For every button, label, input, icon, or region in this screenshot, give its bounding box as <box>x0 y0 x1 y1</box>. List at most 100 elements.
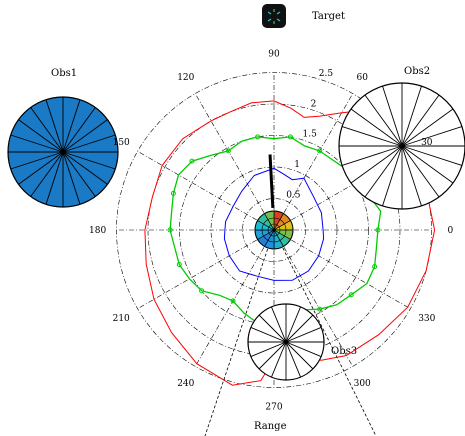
obstacle-obs1-spoke-14 <box>45 99 64 153</box>
series-1-point-10 <box>255 134 261 140</box>
radial-tick-2: 1.5 <box>303 130 318 140</box>
series-1-point-20 <box>176 261 182 267</box>
angle-tick-90: 90 <box>268 50 280 60</box>
grid-spoke-330 <box>273 229 411 310</box>
obstacles <box>7 82 465 381</box>
radial-tick-3: 2 <box>311 99 317 109</box>
obstacle-obs2-spoke-2 <box>401 145 454 184</box>
angle-tick-60: 60 <box>356 73 368 83</box>
angle-tick-30: 30 <box>421 138 433 148</box>
obstacle-obs1-spoke-12 <box>18 119 64 153</box>
series-1-point-30 <box>317 306 323 312</box>
obstacle-obs3-spoke-13 <box>285 306 301 343</box>
series-1-point-22 <box>199 288 205 294</box>
grid-spoke-240 <box>194 229 275 367</box>
angle-tick-0: 0 <box>448 226 454 236</box>
radial-tick-4: 2.5 <box>319 69 334 79</box>
obstacle-obs1-spoke-11 <box>10 134 64 153</box>
angle-tick-120: 120 <box>177 73 194 83</box>
grid-spoke-150 <box>137 150 275 231</box>
obstacle-obs2 <box>338 82 465 210</box>
obstacle-obs3-spoke-7 <box>250 341 287 357</box>
obstacle-obs3-spoke-1 <box>285 341 322 357</box>
obs2-label: Obs2 <box>404 66 430 77</box>
obstacle-obs1-spoke-9 <box>10 151 64 170</box>
obstacle-obs2-spoke-4 <box>401 145 422 207</box>
series-line-2 <box>223 167 325 281</box>
target-label: Target <box>312 11 345 22</box>
vehicle-ring-0 <box>267 223 281 237</box>
grid-spoke-120 <box>194 93 275 231</box>
obstacle-obs2-spoke-11 <box>341 126 403 147</box>
obstacle-obs1-spoke-6 <box>45 151 64 205</box>
series-1-point-18 <box>167 227 173 233</box>
obstacle-obs3 <box>247 303 325 381</box>
obstacle-obs2-spoke-17 <box>401 94 440 147</box>
obstacle-obs2-spoke-14 <box>382 85 403 147</box>
series-line-1 <box>169 136 382 324</box>
series-1-point-0 <box>375 227 381 233</box>
series-1-point-8 <box>287 134 293 140</box>
obstacle-obs1-spoke-2 <box>62 151 108 185</box>
obstacle-obs3-spoke-10 <box>258 314 287 343</box>
series-1-point-16 <box>170 190 176 196</box>
angle-tick-270: 270 <box>265 402 282 412</box>
angle-tick-150: 150 <box>113 138 130 148</box>
series-line-0 <box>144 100 436 386</box>
obstacle-obs3-spoke-3 <box>285 341 301 378</box>
obstacle-obs2-spoke-12 <box>350 108 403 147</box>
grid-spoke-300 <box>273 229 354 367</box>
obstacle-obs3-spoke-5 <box>271 341 287 378</box>
angle-tick-330: 330 <box>418 314 435 324</box>
obstacle-obs1 <box>7 96 119 208</box>
angle-tick-240: 240 <box>177 379 194 389</box>
series-layer <box>144 100 436 386</box>
obstacle-obs2-spoke-7 <box>364 145 403 198</box>
obstacle-obs1-spoke-1 <box>62 151 116 170</box>
series-1-point-14 <box>189 158 195 164</box>
obstacle-obs2-spoke-9 <box>341 145 403 166</box>
obstacle-obs2-spoke-8 <box>350 145 403 184</box>
obs1-label: Obs1 <box>51 68 77 79</box>
grid-spoke-60 <box>273 93 354 231</box>
obstacle-obs1-spoke-19 <box>62 134 116 153</box>
obstacle-obs3-spoke-15 <box>285 327 322 343</box>
vehicle-outline <box>254 210 294 250</box>
angle-tick-210: 210 <box>113 314 130 324</box>
obstacle-obs3-spoke-11 <box>271 306 287 343</box>
obstacle-obs2-spoke-3 <box>401 145 440 198</box>
obstacle-obs1-spoke-13 <box>30 107 64 153</box>
obstacle-obs2-spoke-1 <box>401 145 463 166</box>
obstacle-obs1-spoke-8 <box>18 151 64 185</box>
obstacle-obs2-spoke-16 <box>401 85 422 147</box>
angle-tick-180: 180 <box>89 226 106 236</box>
series-1-point-12 <box>225 148 231 154</box>
range-label: Range <box>254 421 287 432</box>
vehicle-marker <box>254 154 294 250</box>
obstacle-obs2-spoke-19 <box>401 126 463 147</box>
obstacle-obs3-spoke-2 <box>285 341 314 370</box>
series-1-point-24 <box>230 298 236 304</box>
obstacle-obs2-spoke-13 <box>364 94 403 147</box>
obstacle-obs1-spoke-17 <box>62 107 96 153</box>
series-1-point-34 <box>372 264 378 270</box>
series-1-point-32 <box>348 292 354 298</box>
obstacle-obs1-spoke-4 <box>62 151 81 205</box>
angle-tick-300: 300 <box>354 379 371 389</box>
obstacle-obs1-spoke-18 <box>62 119 108 153</box>
obstacle-obs3-spoke-14 <box>285 314 314 343</box>
range-sensor-lines <box>204 229 377 436</box>
radial-tick-0: 0.5 <box>286 191 301 201</box>
target-icon <box>262 4 286 28</box>
series-1-point-6 <box>317 148 323 154</box>
obstacle-obs1-spoke-7 <box>30 151 64 197</box>
radial-tick-1: 1 <box>294 160 300 170</box>
heading-marker <box>268 154 275 209</box>
obstacle-obs2-spoke-6 <box>382 145 403 207</box>
obstacle-obs1-spoke-3 <box>62 151 96 197</box>
obstacle-obs3-spoke-6 <box>258 341 287 370</box>
obstacle-obs1-spoke-16 <box>62 99 81 153</box>
tick-labels: 0 30 60 90 120 150 180 210 240 270 300 330 0.5 1 1.5 2 2… <box>89 50 454 413</box>
obstacle-obs3-spoke-9 <box>250 327 287 343</box>
